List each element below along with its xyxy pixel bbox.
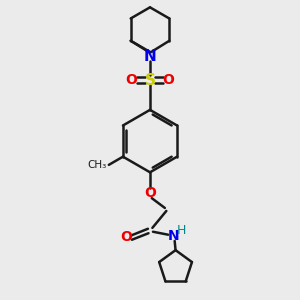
Text: O: O: [120, 230, 132, 244]
Text: N: N: [144, 49, 156, 64]
Text: O: O: [144, 186, 156, 200]
Text: O: O: [163, 73, 174, 87]
Text: CH₃: CH₃: [87, 160, 106, 170]
Text: O: O: [126, 73, 137, 87]
Text: H: H: [177, 224, 186, 237]
Text: N: N: [167, 229, 179, 243]
Text: S: S: [145, 73, 155, 88]
